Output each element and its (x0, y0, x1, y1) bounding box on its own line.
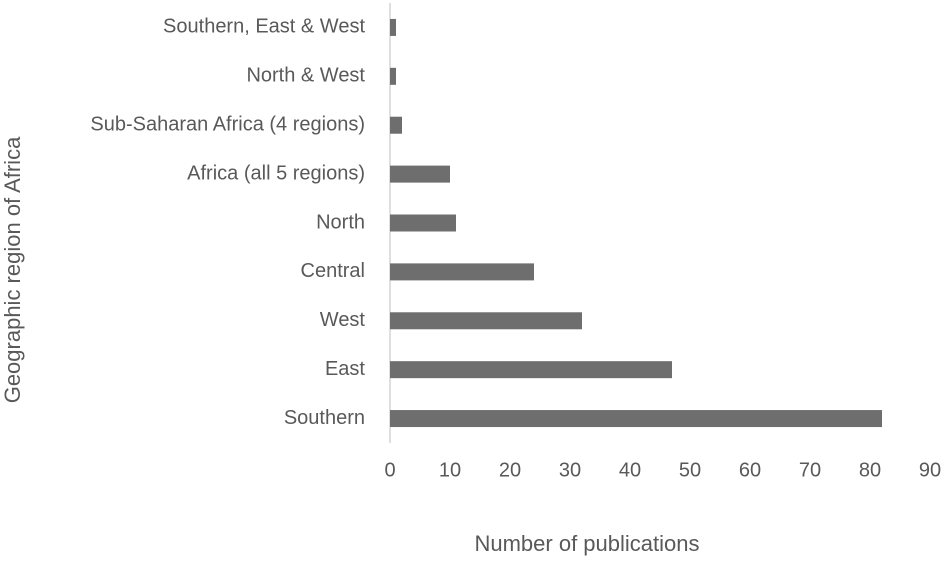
bar (390, 312, 582, 330)
y-tick-label: Central (301, 260, 365, 282)
y-tick-label: Sub-Saharan Africa (4 regions) (90, 114, 365, 136)
x-tick-label: 30 (559, 459, 581, 481)
bar (390, 214, 456, 232)
bar (390, 361, 672, 379)
x-tick-label: 80 (859, 459, 881, 481)
y-tick-label: North (316, 211, 365, 233)
y-tick-label: Southern, East & West (163, 16, 365, 38)
bar (390, 116, 402, 134)
x-tick-label: 50 (679, 459, 701, 481)
bar (390, 263, 534, 281)
y-tick-label: Southern (284, 407, 365, 429)
x-tick-label: 20 (499, 459, 521, 481)
y-tick-label: West (320, 309, 366, 331)
x-tick-label: 0 (384, 459, 395, 481)
x-tick-label: 40 (619, 459, 641, 481)
bar (390, 165, 450, 183)
x-tick-label: 70 (799, 459, 821, 481)
y-tick-label: North & West (246, 65, 365, 87)
bar (390, 18, 396, 36)
bar (390, 410, 882, 428)
x-tick-label: 60 (739, 459, 761, 481)
x-axis-title: Number of publications (474, 531, 699, 556)
x-tick-label: 10 (439, 459, 461, 481)
bar (390, 67, 396, 85)
y-axis-title: Geographic region of Africa (0, 136, 25, 403)
y-tick-label: Africa (all 5 regions) (187, 162, 365, 184)
x-tick-label: 90 (919, 459, 941, 481)
y-tick-label: East (325, 358, 365, 380)
